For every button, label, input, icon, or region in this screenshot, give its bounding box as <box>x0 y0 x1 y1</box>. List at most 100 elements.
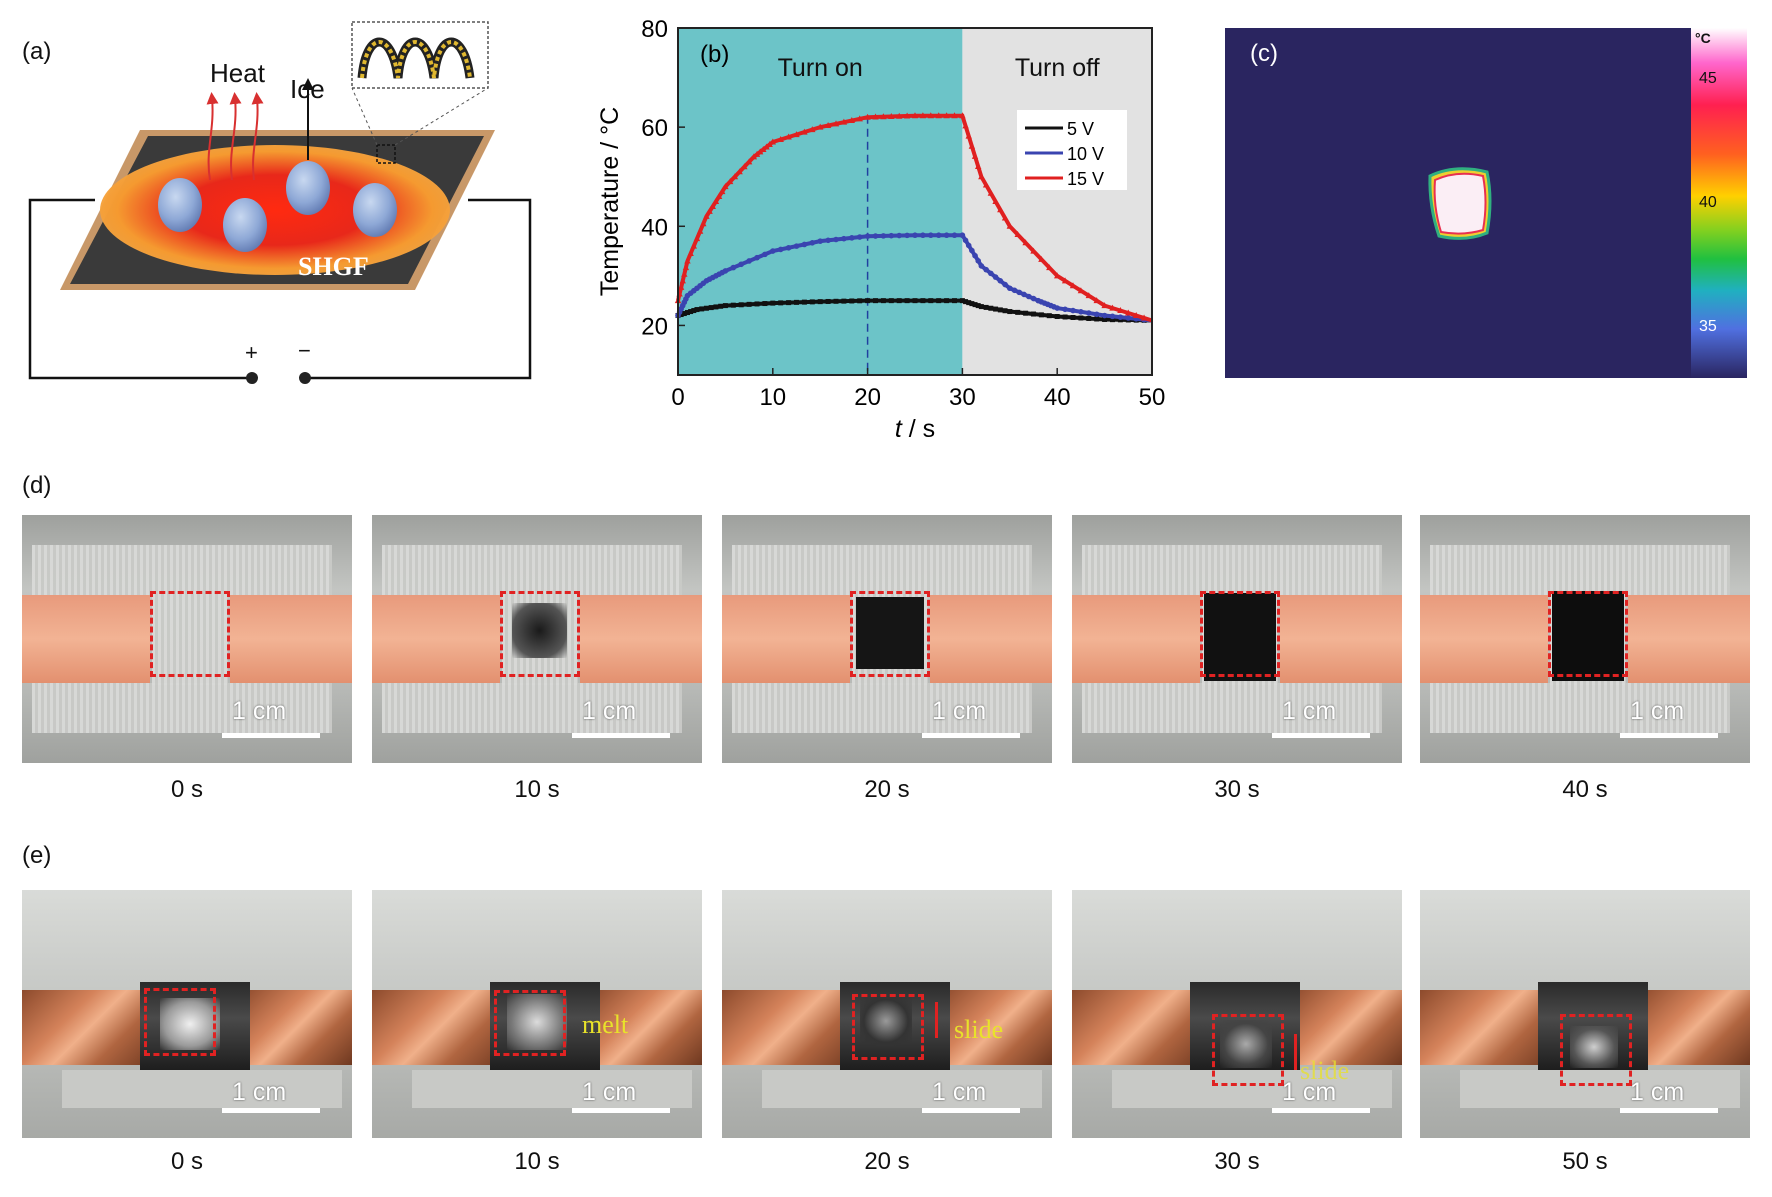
data-point <box>824 121 832 128</box>
data-point <box>801 128 808 135</box>
data-point <box>1078 315 1084 321</box>
data-point <box>754 254 760 261</box>
data-point <box>760 145 767 152</box>
photo-frame-e: 1 cm <box>1420 890 1750 1138</box>
scale-label: 1 cm <box>232 697 287 725</box>
data-point <box>935 232 942 239</box>
frame-time-label: 30 s <box>1214 1148 1260 1175</box>
data-point <box>1030 247 1037 254</box>
x-tick-label: 30 <box>949 384 976 411</box>
panel-b-chart: Turn on Turn off 0 10 20 30 40 50 20 40 60 80 t / s T… <box>580 0 1180 450</box>
data-point <box>809 126 816 133</box>
scale-bar <box>1272 733 1370 738</box>
y-tick-label: 80 <box>641 16 668 43</box>
slide-annotation: slide <box>954 1015 1004 1044</box>
x-tick-label: 0 <box>671 384 684 411</box>
data-point <box>703 212 710 219</box>
data-point <box>694 307 700 313</box>
data-point <box>696 227 704 234</box>
data-point <box>993 306 999 312</box>
data-point <box>975 303 981 309</box>
data-point <box>912 232 918 239</box>
data-point <box>896 298 902 304</box>
dashed-region-marker <box>144 988 216 1056</box>
data-point <box>936 298 942 304</box>
data-point <box>1070 314 1076 320</box>
data-point <box>972 252 978 259</box>
data-point <box>677 283 685 290</box>
data-point <box>793 243 800 249</box>
data-point <box>928 232 934 239</box>
data-point <box>726 178 734 185</box>
scale-bar <box>222 1108 320 1113</box>
x-tick-label: 10 <box>759 384 786 411</box>
frame-time-label: 10 s <box>514 776 560 803</box>
data-point <box>1094 316 1100 322</box>
data-point <box>706 207 713 214</box>
data-point <box>687 250 694 257</box>
data-point <box>709 202 716 209</box>
data-point <box>1085 292 1092 299</box>
data-point <box>1023 310 1029 316</box>
data-point <box>794 299 799 305</box>
data-point <box>715 193 723 200</box>
data-point <box>963 299 969 305</box>
frame-time-label: 30 s <box>1214 776 1260 803</box>
photo-frame-d: 1 cm <box>372 515 702 763</box>
panel-c-label: (c) <box>1250 40 1278 67</box>
data-point <box>983 266 989 273</box>
data-point <box>1038 312 1044 318</box>
data-point <box>935 112 942 119</box>
data-point <box>688 309 694 315</box>
scale-bar <box>1620 733 1718 738</box>
data-point <box>1093 297 1100 304</box>
data-point <box>856 234 863 240</box>
data-point <box>988 270 994 277</box>
dashed-region-marker <box>852 994 924 1060</box>
melt-annotation: melt <box>582 1010 629 1039</box>
region-label: Turn off <box>1015 54 1100 82</box>
frame-time-label: 0 s <box>170 776 203 803</box>
data-point <box>833 298 839 304</box>
data-point <box>911 112 919 119</box>
data-point <box>750 153 758 160</box>
data-point <box>1086 310 1092 316</box>
dashed-region-marker <box>850 591 930 677</box>
data-point <box>992 274 999 280</box>
scale-bar <box>572 733 670 738</box>
data-point <box>817 238 823 244</box>
y-tick-label: 60 <box>641 115 668 142</box>
data-point <box>943 232 950 239</box>
data-point <box>864 113 871 120</box>
data-point <box>1086 315 1092 321</box>
heat-label: Heat <box>210 58 265 88</box>
data-point <box>965 132 972 139</box>
photo-frame-d: 1 cm <box>722 515 1052 763</box>
data-point <box>731 173 739 180</box>
scale-label: 1 cm <box>1630 1078 1685 1106</box>
film-label: SHGF <box>298 252 369 281</box>
photo-frame-e: slide 1 cm <box>1072 890 1402 1138</box>
data-point <box>1117 314 1124 320</box>
data-point <box>865 298 871 304</box>
slide-arrow <box>1294 1034 1297 1070</box>
data-point <box>793 131 800 138</box>
positive-terminal <box>246 372 258 384</box>
hot-spot <box>1433 172 1487 235</box>
data-point <box>766 140 773 147</box>
data-point <box>903 112 911 119</box>
data-point <box>969 247 975 254</box>
data-point <box>849 298 855 304</box>
photo-frame-d: 1 cm <box>1420 515 1750 763</box>
data-point <box>873 298 878 304</box>
x-tick-label: 20 <box>854 384 881 411</box>
heat-arrow <box>206 92 219 181</box>
data-point <box>719 188 726 195</box>
data-point <box>817 299 823 305</box>
region-background <box>678 28 963 375</box>
temperature-colorbar <box>1691 28 1747 378</box>
data-point <box>920 298 926 304</box>
data-point <box>801 241 808 248</box>
data-point <box>786 300 792 306</box>
data-point <box>718 303 724 309</box>
